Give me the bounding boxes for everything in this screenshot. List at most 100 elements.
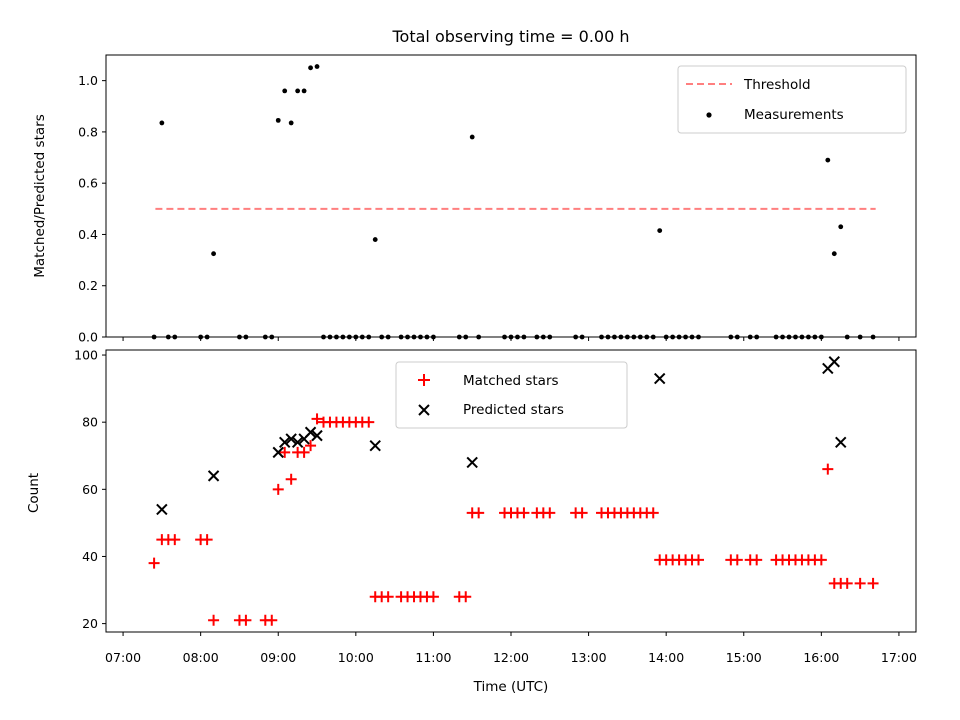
matched-star-marker: [647, 507, 659, 519]
predicted-star-marker: [466, 456, 478, 469]
matched-star-marker: [169, 534, 181, 546]
bottom-legend-box: [395, 361, 628, 429]
x-tick-label: 11:00: [415, 650, 451, 665]
measurement-point: [301, 88, 307, 94]
matched-star-marker: [279, 446, 291, 458]
measurement-point: [295, 88, 301, 94]
bottom-axes-frame: [105, 349, 917, 633]
top-axes-frame: [105, 54, 917, 338]
bottom-y-axis-label: Count: [26, 473, 42, 513]
x-tick-label: 12:00: [493, 650, 529, 665]
x-axis-label: Time (UTC): [473, 679, 549, 695]
matched-star-marker: [460, 591, 472, 603]
measurement-point: [282, 88, 288, 94]
matched-star-marker: [266, 614, 278, 626]
bottom-y-tick-label: 80: [82, 415, 98, 430]
legend-predicted-label: Predicted stars: [463, 402, 564, 418]
matched-star-marker: [208, 614, 220, 626]
matched-star-marker: [867, 577, 879, 589]
legend-measurements-swatch: [706, 112, 712, 118]
matched-star-marker: [285, 473, 297, 485]
predicted-star-marker: [653, 372, 666, 385]
measurement-point: [288, 120, 294, 126]
legend-matched-swatch: [418, 374, 430, 386]
bottom-legend: Matched stars Predicted stars: [395, 361, 628, 429]
bottom-panel: 20 40 60 80 100 07:00 08:00 09:00 10:00 11:00 12:…: [26, 348, 917, 695]
top-panel: Total observing time = 0.00 h 0.00.20.40…: [32, 27, 917, 345]
matched-star-markers: [148, 413, 879, 626]
legend-matched-label: Matched stars: [463, 373, 559, 389]
top-y-axis-label: Matched/Predicted stars: [32, 114, 48, 277]
bottom-y-tick-label: 20: [82, 616, 98, 631]
matched-star-marker: [576, 507, 588, 519]
bottom-y-tick-label: 40: [82, 549, 98, 564]
bottom-y-ticks: 20 40 60 80 100: [74, 348, 106, 631]
matched-star-marker: [148, 557, 160, 569]
measurement-point: [211, 251, 216, 257]
matched-star-marker: [311, 413, 323, 425]
predicted-star-marker: [835, 436, 847, 449]
matched-star-marker: [427, 591, 439, 603]
top-legend-box: [677, 65, 907, 134]
top-y-tick-label: 0.8: [78, 124, 98, 139]
matched-star-marker: [298, 446, 310, 458]
legend-predicted-swatch: [418, 404, 430, 416]
predicted-star-marker: [156, 503, 168, 516]
matched-star-marker: [815, 554, 827, 566]
measurement-point: [831, 251, 837, 257]
matched-star-marker: [544, 507, 556, 519]
predicted-star-marker: [828, 356, 840, 368]
predicted-star-marker: [291, 436, 304, 449]
matched-star-marker: [363, 416, 375, 428]
matched-star-marker: [854, 577, 866, 589]
bottom-y-tick-label: 60: [82, 482, 98, 497]
matched-star-marker: [693, 554, 704, 566]
matched-star-marker: [272, 483, 284, 495]
predicted-star-marker: [304, 426, 317, 438]
top-y-tick-label: 0.4: [78, 227, 98, 242]
matched-star-marker: [240, 614, 252, 626]
bottom-y-tick-label: 100: [74, 348, 98, 363]
measurement-point: [657, 228, 663, 234]
matched-star-marker: [201, 534, 213, 546]
x-tick-label: 14:00: [648, 650, 684, 665]
matched-star-marker: [731, 554, 743, 566]
matched-star-marker: [751, 554, 763, 566]
measurement-point: [275, 117, 281, 123]
predicted-star-marker: [285, 433, 297, 445]
measurement-point: [838, 224, 844, 230]
predicted-star-markers: [156, 356, 847, 516]
top-chart-title: Total observing time = 0.00 h: [391, 27, 629, 46]
x-tick-label: 13:00: [571, 650, 607, 665]
measurement-point: [314, 64, 320, 69]
x-tick-label: 17:00: [881, 650, 917, 665]
matched-star-marker: [473, 507, 485, 519]
predicted-star-marker: [278, 436, 291, 449]
measurement-point: [825, 157, 831, 163]
measurement-point: [469, 134, 475, 140]
x-tick-label: 07:00: [105, 650, 141, 665]
top-y-tick-label: 0.0: [78, 330, 98, 345]
bottom-x-ticks: 07:00 08:00 09:00 10:00 11:00 12:00 13:00 14:00…: [105, 632, 917, 665]
predicted-star-marker: [311, 429, 323, 442]
legend-measurements-label: Measurements: [744, 107, 844, 123]
top-legend: Threshold Measurements: [677, 65, 907, 134]
top-y-tick-label: 0.6: [78, 176, 98, 191]
measurement-point: [372, 237, 378, 242]
x-tick-label: 08:00: [183, 650, 219, 665]
x-tick-label: 10:00: [338, 650, 374, 665]
top-y-tick-label: 1.0: [78, 73, 98, 88]
predicted-star-marker: [272, 446, 284, 459]
top-y-ticks: 0.0 0.2 0.4 0.6 0.8 1.0: [78, 73, 106, 345]
matched-star-marker: [382, 591, 394, 603]
matched-star-marker: [841, 577, 853, 589]
matched-star-marker: [305, 440, 317, 452]
measurement-point: [159, 120, 165, 126]
matched-star-marker: [822, 463, 834, 475]
matched-star-marker: [518, 507, 530, 519]
x-tick-label: 16:00: [803, 650, 839, 665]
top-y-tick-label: 0.2: [78, 278, 98, 293]
x-tick-label: 09:00: [260, 650, 296, 665]
predicted-star-marker: [369, 439, 381, 452]
